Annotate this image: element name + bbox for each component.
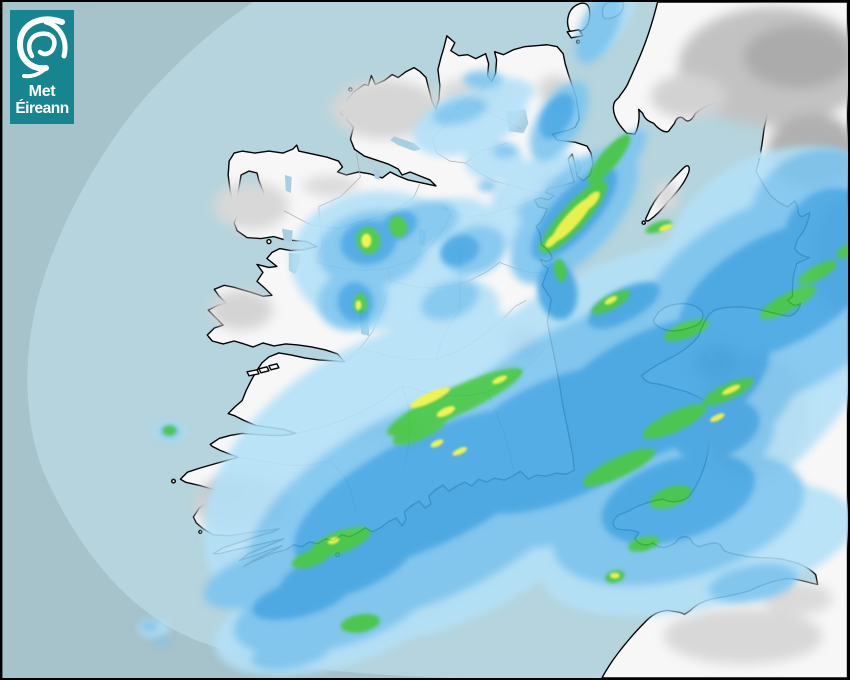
- rain-intense-cells: [327, 191, 741, 579]
- aran-islands: [246, 363, 280, 377]
- logo-text-line2: Éireann: [15, 100, 69, 117]
- logo-text-line1: Met: [28, 83, 56, 100]
- lough-conn: [284, 174, 292, 193]
- lough-erne: [390, 136, 422, 152]
- lough-allen: [374, 169, 381, 180]
- lough-mask: [281, 228, 293, 243]
- swirl-icon: [16, 16, 68, 79]
- met-eireann-logo: Met Éireann: [10, 10, 74, 124]
- radar-rain-layer: [33, 2, 848, 676]
- rain-strong-cells: [252, 93, 848, 621]
- rain-heavy-cells: [43, 95, 848, 633]
